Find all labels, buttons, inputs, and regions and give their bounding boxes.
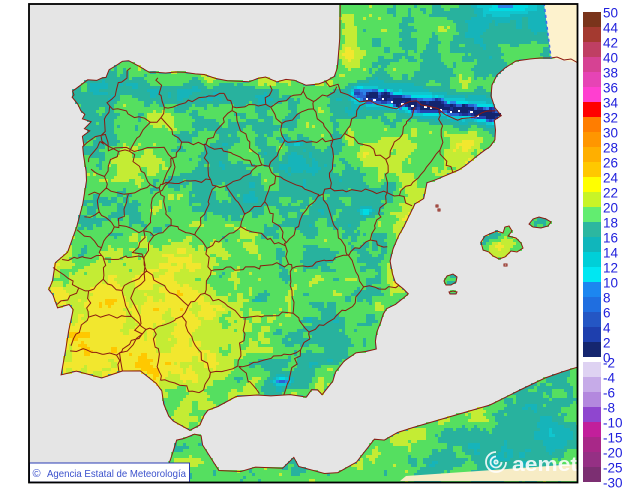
svg-text:-30: -30 bbox=[603, 476, 623, 491]
svg-text:38: 38 bbox=[603, 66, 618, 81]
svg-text:12: 12 bbox=[603, 261, 618, 276]
svg-text:4: 4 bbox=[603, 321, 611, 336]
svg-text:14: 14 bbox=[603, 246, 619, 261]
svg-text:6: 6 bbox=[603, 306, 611, 321]
svg-text:2: 2 bbox=[603, 336, 611, 351]
svg-text:0: 0 bbox=[603, 351, 611, 366]
svg-text:50: 50 bbox=[603, 6, 618, 21]
svg-text:34: 34 bbox=[603, 96, 619, 111]
svg-text:24: 24 bbox=[603, 171, 619, 186]
svg-text:-10: -10 bbox=[603, 416, 623, 431]
svg-text:36: 36 bbox=[603, 81, 618, 96]
svg-text:-2: -2 bbox=[603, 356, 615, 371]
svg-text:22: 22 bbox=[603, 186, 618, 201]
svg-text:44: 44 bbox=[603, 21, 619, 36]
svg-text:20: 20 bbox=[603, 201, 618, 216]
svg-text:-20: -20 bbox=[603, 446, 623, 461]
svg-text:28: 28 bbox=[603, 141, 618, 156]
svg-text:32: 32 bbox=[603, 111, 618, 126]
svg-text:Agencia Estatal de Meteorologí: Agencia Estatal de Meteorología bbox=[47, 468, 186, 480]
svg-text:8: 8 bbox=[603, 291, 611, 306]
svg-text:42: 42 bbox=[603, 36, 618, 51]
svg-text:-6: -6 bbox=[603, 386, 615, 401]
svg-text:-25: -25 bbox=[603, 461, 623, 476]
svg-text:aemet: aemet bbox=[512, 454, 578, 476]
svg-text:26: 26 bbox=[603, 156, 618, 171]
svg-text:-15: -15 bbox=[603, 431, 623, 446]
svg-text:©: © bbox=[33, 468, 41, 480]
svg-text:30: 30 bbox=[603, 126, 618, 141]
svg-text:10: 10 bbox=[603, 276, 618, 291]
svg-text:16: 16 bbox=[603, 231, 618, 246]
svg-text:-8: -8 bbox=[603, 401, 615, 416]
svg-text:-4: -4 bbox=[603, 371, 615, 386]
svg-text:18: 18 bbox=[603, 216, 618, 231]
svg-text:40: 40 bbox=[603, 51, 618, 66]
